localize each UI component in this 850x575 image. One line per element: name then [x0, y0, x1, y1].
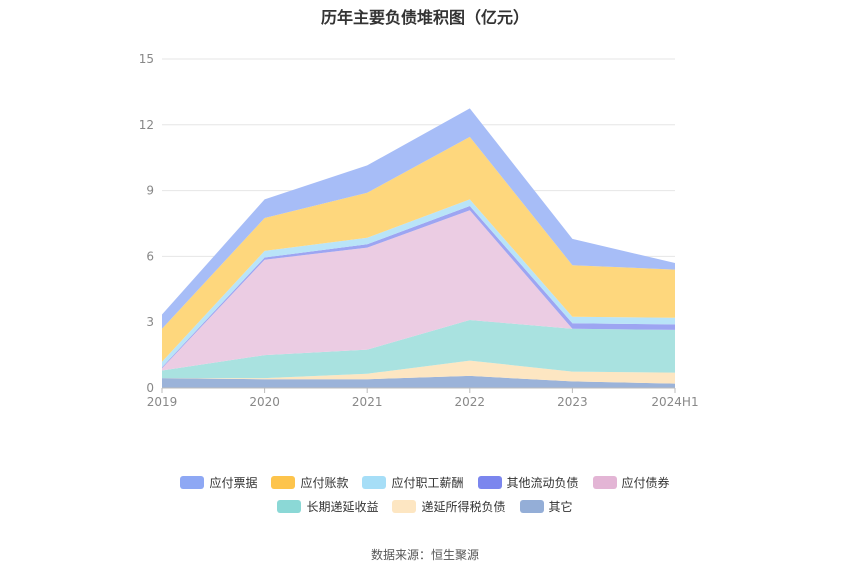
legend-label: 应付债券 — [621, 476, 670, 490]
legend-item[interactable]: 应付票据 — [180, 474, 257, 491]
legend-label: 其它 — [548, 500, 573, 514]
y-tick-label: 3 — [146, 315, 154, 329]
legend-item[interactable]: 长期递延收益 — [277, 498, 378, 515]
legend-item[interactable]: 递延所得税负债 — [392, 498, 506, 515]
legend-swatch — [592, 476, 617, 489]
y-tick-label: 15 — [139, 52, 154, 66]
x-tick-label: 2019 — [147, 395, 178, 409]
legend-label: 递延所得税负债 — [421, 500, 506, 514]
y-tick-label: 12 — [139, 118, 154, 132]
legend-swatch — [519, 500, 544, 513]
y-tick-label: 6 — [146, 249, 154, 263]
area-series-8 — [162, 108, 675, 329]
legend-label: 长期递延收益 — [306, 500, 379, 514]
y-tick-label: 9 — [146, 184, 154, 198]
legend-row-2: 长期递延收益 递延所得税负债 其它 — [0, 498, 850, 515]
area-series-7 — [162, 136, 675, 362]
x-tick-label: 2021 — [352, 395, 383, 409]
legend-item[interactable]: 应付职工薪酬 — [362, 474, 464, 491]
area-series-2 — [162, 360, 675, 384]
legend-item[interactable]: 其它 — [519, 498, 573, 515]
legend-label: 其他流动负债 — [506, 476, 579, 490]
x-tick-label: 2024H1 — [651, 395, 698, 409]
legend-swatch — [277, 500, 302, 513]
legend-item[interactable]: 其他流动负债 — [477, 474, 579, 491]
area-series-1 — [162, 375, 675, 388]
legend-swatch — [362, 476, 387, 489]
chart-title: 历年主要负债堆积图（亿元） — [320, 8, 529, 27]
legend-label: 应付票据 — [209, 476, 258, 490]
y-tick-label: 0 — [146, 381, 154, 395]
x-tick-label: 2020 — [249, 395, 280, 409]
legend-item[interactable]: 应付账款 — [271, 474, 348, 491]
legend-swatch — [180, 476, 205, 489]
legend-label: 应付账款 — [300, 476, 349, 490]
legend-row-1: 应付票据 应付账款 应付职工薪酬 其他流动负债 应付债券 — [0, 474, 850, 491]
area-series-3 — [162, 320, 675, 379]
legend-label: 应付职工薪酬 — [391, 476, 464, 490]
legend-swatch — [392, 500, 417, 513]
x-tick-label: 2022 — [455, 395, 486, 409]
data-source-note: 数据来源：恒生聚源 — [370, 548, 479, 562]
legend-item[interactable]: 应付债券 — [592, 474, 670, 491]
legend-swatch — [477, 476, 502, 489]
legend-swatch — [271, 476, 296, 489]
x-tick-label: 2023 — [557, 395, 588, 409]
area-series-4 — [162, 210, 675, 371]
